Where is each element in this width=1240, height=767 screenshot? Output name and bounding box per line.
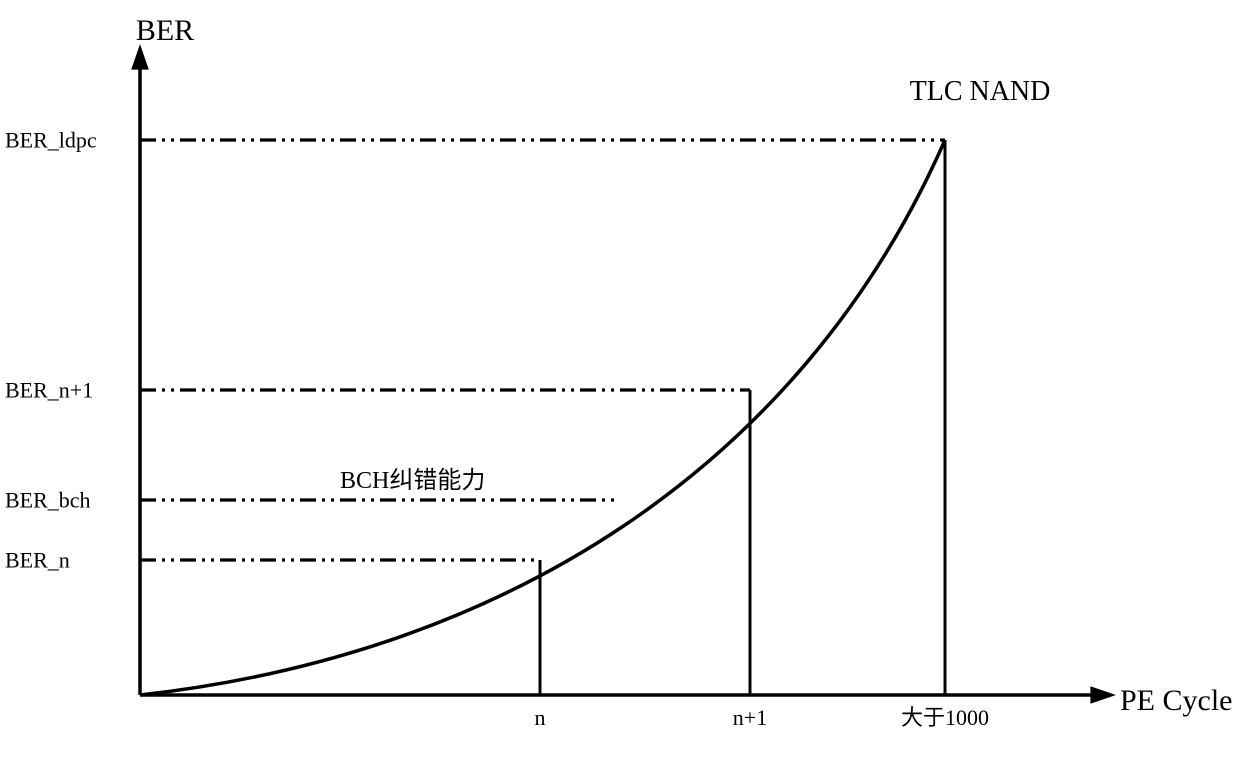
bch-annotation: BCH纠错能力 (340, 467, 485, 494)
y-tick-label: BER_n (5, 548, 70, 573)
y-axis-title: BER (136, 14, 194, 47)
ber-vs-pecycle-chart: BER_ldpc BER_n+1 BER_bch BER_nn n+1 大于1000 BER… (0, 0, 1240, 767)
chart-background (0, 0, 1240, 767)
y-tick-label: BER_bch (5, 488, 91, 513)
x-tick-label: n+1 (733, 705, 767, 730)
x-tick-label: 大于1000 (901, 705, 989, 730)
x-tick-label: n (535, 705, 546, 730)
y-tick-label: BER_n+1 (5, 378, 93, 403)
x-axis-title: PE Cycle (1120, 684, 1233, 717)
y-tick-label: BER_ldpc (5, 128, 97, 153)
chart-title: TLC NAND (910, 76, 1051, 107)
